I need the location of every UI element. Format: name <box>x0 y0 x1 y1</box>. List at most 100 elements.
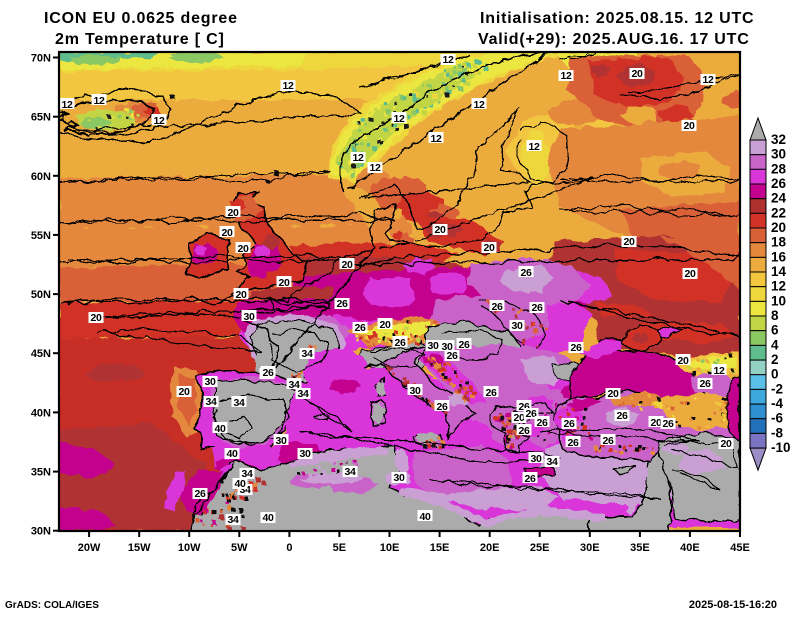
svg-text:20: 20 <box>221 227 233 239</box>
svg-text:-10: -10 <box>771 440 791 455</box>
svg-text:25E: 25E <box>530 542 550 554</box>
svg-text:-2: -2 <box>771 381 783 396</box>
svg-text:40: 40 <box>262 512 274 524</box>
svg-text:20: 20 <box>607 388 619 400</box>
svg-text:18: 18 <box>771 235 787 250</box>
svg-text:26: 26 <box>531 302 543 314</box>
svg-text:30: 30 <box>204 376 216 388</box>
svg-text:20: 20 <box>771 220 786 235</box>
svg-text:26: 26 <box>699 378 711 390</box>
svg-text:15W: 15W <box>128 542 151 554</box>
svg-text:34: 34 <box>288 379 300 391</box>
svg-text:6: 6 <box>771 323 779 338</box>
svg-text:12: 12 <box>560 70 572 82</box>
svg-text:10E: 10E <box>380 542 400 554</box>
svg-text:26: 26 <box>518 401 530 413</box>
svg-text:30: 30 <box>771 147 786 162</box>
svg-text:26: 26 <box>436 401 448 413</box>
svg-text:26: 26 <box>570 342 582 354</box>
svg-text:34: 34 <box>233 397 245 409</box>
svg-text:Valid(+29): 2025.AUG.16. 17 UT: Valid(+29): 2025.AUG.16. 17 UTC <box>478 31 750 48</box>
svg-text:12: 12 <box>771 279 786 294</box>
svg-text:26: 26 <box>458 339 470 351</box>
svg-text:65N: 65N <box>31 112 51 124</box>
svg-text:12: 12 <box>442 54 454 66</box>
svg-text:10: 10 <box>771 293 786 308</box>
svg-text:12: 12 <box>713 365 725 377</box>
svg-text:34: 34 <box>546 456 558 468</box>
svg-text:20: 20 <box>684 268 696 280</box>
svg-text:40N: 40N <box>31 407 51 419</box>
svg-text:20W: 20W <box>78 542 101 554</box>
svg-text:34: 34 <box>297 388 309 400</box>
svg-text:20: 20 <box>720 438 732 450</box>
svg-text:12: 12 <box>473 99 485 111</box>
svg-text:20: 20 <box>178 386 190 398</box>
svg-text:26: 26 <box>567 437 579 449</box>
svg-text:45N: 45N <box>31 348 51 360</box>
svg-text:28: 28 <box>771 161 787 176</box>
svg-text:2025-08-15-16:20: 2025-08-15-16:20 <box>689 599 777 611</box>
svg-text:22: 22 <box>771 205 786 220</box>
svg-text:14: 14 <box>771 264 787 279</box>
svg-text:-6: -6 <box>771 411 783 426</box>
svg-text:20: 20 <box>235 289 247 301</box>
svg-text:20: 20 <box>650 417 662 429</box>
svg-text:30: 30 <box>275 435 287 447</box>
svg-text:26: 26 <box>525 408 537 420</box>
svg-text:26: 26 <box>771 176 787 191</box>
svg-text:15E: 15E <box>430 542 450 554</box>
svg-text:35N: 35N <box>31 467 51 479</box>
svg-text:30: 30 <box>393 472 405 484</box>
svg-text:34: 34 <box>241 468 253 480</box>
svg-text:34: 34 <box>344 466 356 478</box>
svg-text:35E: 35E <box>630 542 650 554</box>
svg-text:30: 30 <box>427 340 439 352</box>
svg-text:30: 30 <box>409 385 421 397</box>
svg-text:ICON EU 0.0625 degree: ICON EU 0.0625 degree <box>44 10 238 27</box>
svg-text:34: 34 <box>227 514 239 526</box>
svg-text:20E: 20E <box>480 542 500 554</box>
svg-text:12: 12 <box>352 152 364 164</box>
svg-text:45E: 45E <box>730 542 750 554</box>
svg-text:5E: 5E <box>333 542 346 554</box>
svg-text:26: 26 <box>602 435 614 447</box>
svg-text:30: 30 <box>530 453 542 465</box>
svg-text:26: 26 <box>354 322 366 334</box>
svg-text:32: 32 <box>771 132 786 147</box>
svg-text:20: 20 <box>677 355 689 367</box>
svg-text:2: 2 <box>771 352 779 367</box>
svg-text:30E: 30E <box>580 542 600 554</box>
svg-text:40E: 40E <box>680 542 700 554</box>
svg-text:20: 20 <box>237 243 249 255</box>
svg-text:26: 26 <box>563 418 575 430</box>
svg-text:24: 24 <box>771 191 787 206</box>
svg-text:40: 40 <box>419 511 431 523</box>
svg-text:20: 20 <box>623 236 635 248</box>
svg-text:34: 34 <box>301 348 313 360</box>
svg-text:12: 12 <box>93 95 105 107</box>
svg-text:-8: -8 <box>771 425 783 440</box>
svg-text:16: 16 <box>771 249 787 264</box>
svg-text:20: 20 <box>278 277 290 289</box>
svg-text:12: 12 <box>528 141 540 153</box>
svg-text:30N: 30N <box>31 526 51 538</box>
svg-text:26: 26 <box>616 410 628 422</box>
svg-text:12: 12 <box>369 162 381 174</box>
svg-text:34: 34 <box>205 396 217 408</box>
svg-text:26: 26 <box>446 350 458 362</box>
svg-text:12: 12 <box>430 133 442 145</box>
svg-text:20: 20 <box>341 259 353 271</box>
svg-text:20: 20 <box>513 412 525 424</box>
svg-text:70N: 70N <box>31 53 51 65</box>
svg-text:30: 30 <box>441 341 453 353</box>
svg-text:40: 40 <box>226 448 238 460</box>
svg-text:30: 30 <box>299 448 311 460</box>
svg-text:26: 26 <box>518 425 530 437</box>
svg-text:26: 26 <box>536 417 548 429</box>
svg-text:26: 26 <box>194 488 206 500</box>
svg-text:5W: 5W <box>231 542 248 554</box>
svg-text:26: 26 <box>262 367 274 379</box>
svg-text:60N: 60N <box>31 171 51 183</box>
svg-text:26: 26 <box>336 298 348 310</box>
